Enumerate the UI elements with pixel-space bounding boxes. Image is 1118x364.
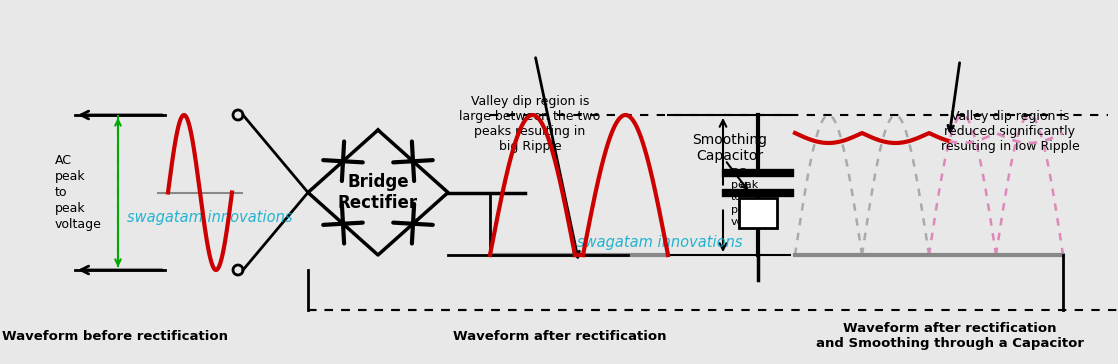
Text: Smoothing
Capacitor: Smoothing Capacitor (692, 133, 767, 163)
Text: DC
peak
to
peak
voltage: DC peak to peak voltage (731, 168, 773, 227)
Text: Valley dip region is
reduced significantly
resulting in low Ripple: Valley dip region is reduced significant… (940, 110, 1079, 153)
Text: Bridge
Rectifier: Bridge Rectifier (338, 173, 418, 212)
Bar (739, 198, 777, 228)
Text: Valley dip region is
large between the two
peaks resulting in
big Ripple: Valley dip region is large between the t… (459, 95, 600, 153)
Text: swagatam innovations: swagatam innovations (577, 235, 742, 250)
Text: Waveform after rectification: Waveform after rectification (453, 329, 666, 343)
Text: AC
peak
to
peak
voltage: AC peak to peak voltage (55, 154, 102, 231)
Text: swagatam innovations: swagatam innovations (127, 210, 293, 225)
Text: Waveform after rectification
and Smoothing through a Capacitor: Waveform after rectification and Smoothi… (816, 322, 1084, 350)
Text: Waveform before rectification: Waveform before rectification (2, 329, 228, 343)
